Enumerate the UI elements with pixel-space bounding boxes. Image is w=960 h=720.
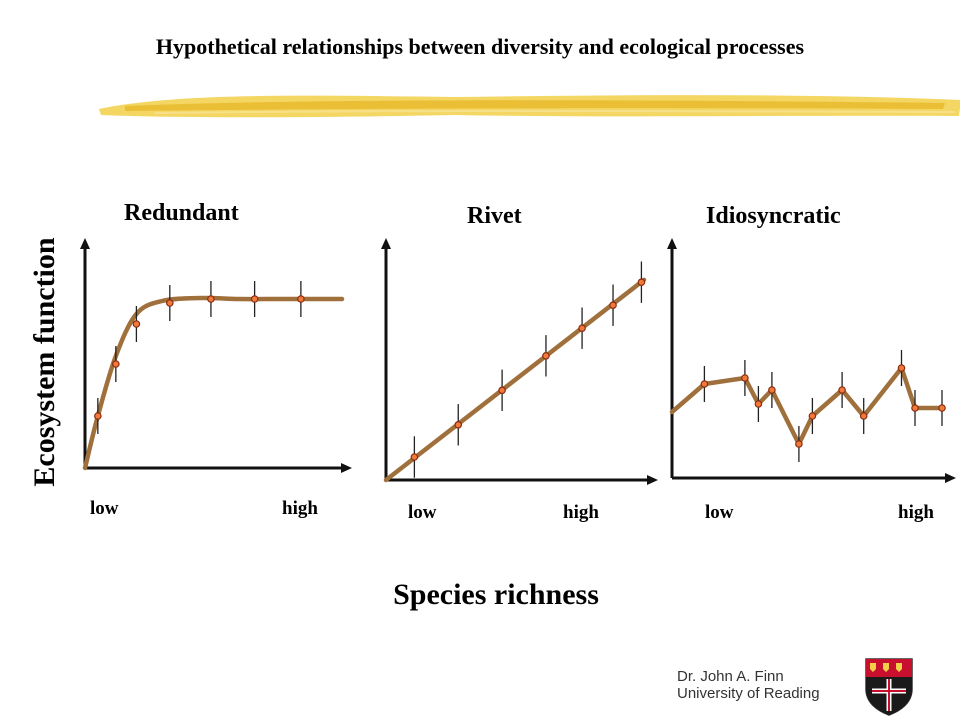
x-axis-label: Species richness	[393, 578, 599, 611]
data-point-idiosyncratic-3	[754, 400, 763, 408]
y-axis-redundant-head	[80, 238, 90, 249]
data-point-redundant-5	[207, 295, 215, 303]
series-line-idiosyncratic	[669, 365, 945, 447]
data-point-redundant-2	[112, 360, 120, 368]
series-line-redundant	[82, 295, 345, 471]
data-point-redundant-4	[166, 299, 174, 307]
data-point-rivet-6	[609, 301, 617, 310]
chart-title-rivet: Rivet	[467, 203, 522, 229]
data-point-rivet-2	[454, 420, 463, 429]
data-point-redundant-6	[250, 295, 259, 303]
data-point-idiosyncratic-10	[911, 404, 919, 412]
x-tick-low-redundant: low	[90, 498, 119, 519]
x-tick-high-redundant: high	[282, 498, 318, 519]
data-point-idiosyncratic-11	[938, 404, 946, 412]
university-crest-logo	[865, 658, 913, 716]
chart-title-redundant: Redundant	[124, 200, 239, 226]
data-point-idiosyncratic-2	[741, 374, 749, 382]
x-tick-high-rivet: high	[563, 502, 599, 523]
data-point-redundant-7	[297, 295, 305, 303]
data-point-rivet-1	[410, 453, 419, 461]
y-axis-rivet-head	[381, 238, 391, 249]
x-axis-idiosyncratic-head	[945, 473, 956, 483]
slide-title: Hypothetical relationships between diver…	[155, 34, 805, 59]
x-tick-low-rivet: low	[408, 502, 437, 523]
x-tick-high-idiosyncratic: high	[898, 502, 934, 523]
author-credit: Dr. John A. Finn University of Reading	[677, 668, 820, 702]
series-line-rivet	[383, 277, 647, 483]
data-point-redundant-1	[94, 412, 102, 420]
chart-title-idiosyncratic: Idiosyncratic	[706, 203, 841, 229]
brush-stroke-decoration	[99, 95, 960, 118]
data-point-rivet-7	[637, 278, 646, 287]
data-point-rivet-4	[542, 351, 550, 360]
data-point-idiosyncratic-1	[700, 380, 709, 388]
x-tick-low-idiosyncratic: low	[705, 502, 734, 523]
data-point-rivet-5	[578, 324, 586, 333]
author-name: Dr. John A. Finn	[677, 668, 784, 685]
data-point-idiosyncratic-8	[859, 412, 868, 420]
x-axis-redundant-head	[341, 463, 352, 473]
data-point-idiosyncratic-4	[768, 386, 776, 394]
x-axis-rivet-head	[647, 475, 658, 485]
y-axis-idiosyncratic-head	[667, 238, 677, 249]
data-point-redundant-3	[132, 320, 141, 328]
data-point-idiosyncratic-5	[795, 440, 803, 448]
data-point-rivet-3	[498, 386, 506, 395]
data-point-idiosyncratic-7	[838, 386, 846, 394]
author-affiliation: University of Reading	[677, 685, 820, 702]
data-point-idiosyncratic-6	[808, 412, 817, 420]
data-point-idiosyncratic-9	[897, 364, 906, 372]
